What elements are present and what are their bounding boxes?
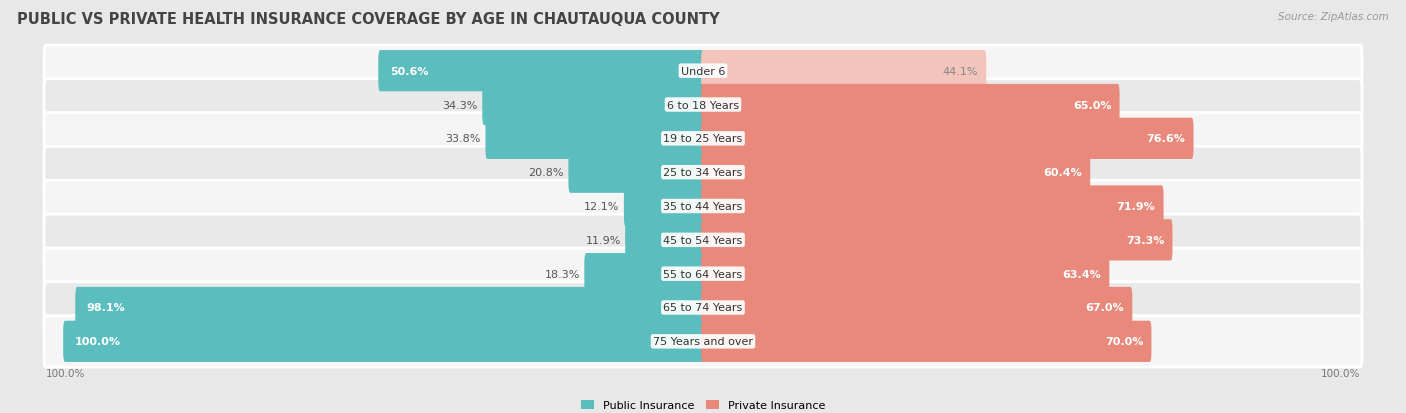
Text: 65.0%: 65.0% [1073,100,1111,110]
Text: 50.6%: 50.6% [389,66,429,76]
Text: 44.1%: 44.1% [942,66,979,76]
FancyBboxPatch shape [626,220,704,261]
Text: 63.4%: 63.4% [1063,269,1101,279]
Text: 100.0%: 100.0% [46,368,86,378]
Text: 11.9%: 11.9% [585,235,620,245]
FancyBboxPatch shape [76,287,704,328]
FancyBboxPatch shape [44,282,1362,333]
FancyBboxPatch shape [44,181,1362,232]
FancyBboxPatch shape [702,119,1194,159]
Text: 98.1%: 98.1% [87,303,125,313]
Text: 18.3%: 18.3% [544,269,579,279]
Text: 65 to 74 Years: 65 to 74 Years [664,303,742,313]
Text: 75 Years and over: 75 Years and over [652,337,754,347]
FancyBboxPatch shape [44,46,1362,97]
FancyBboxPatch shape [44,215,1362,266]
FancyBboxPatch shape [624,186,704,227]
Text: Under 6: Under 6 [681,66,725,76]
Text: 55 to 64 Years: 55 to 64 Years [664,269,742,279]
Text: 76.6%: 76.6% [1146,134,1185,144]
Text: 70.0%: 70.0% [1105,337,1143,347]
Text: 33.8%: 33.8% [446,134,481,144]
Legend: Public Insurance, Private Insurance: Public Insurance, Private Insurance [576,395,830,413]
FancyBboxPatch shape [702,321,1152,362]
Text: 45 to 54 Years: 45 to 54 Years [664,235,742,245]
Text: 71.9%: 71.9% [1116,202,1156,211]
Text: 12.1%: 12.1% [583,202,620,211]
FancyBboxPatch shape [378,51,704,92]
FancyBboxPatch shape [44,316,1362,367]
FancyBboxPatch shape [63,321,704,362]
Text: 67.0%: 67.0% [1085,303,1123,313]
Text: 60.4%: 60.4% [1043,168,1083,178]
Text: 100.0%: 100.0% [75,337,121,347]
Text: 25 to 34 Years: 25 to 34 Years [664,168,742,178]
FancyBboxPatch shape [568,152,704,193]
FancyBboxPatch shape [702,287,1132,328]
FancyBboxPatch shape [702,220,1173,261]
FancyBboxPatch shape [485,119,704,159]
FancyBboxPatch shape [702,186,1164,227]
Text: 6 to 18 Years: 6 to 18 Years [666,100,740,110]
FancyBboxPatch shape [44,113,1362,165]
FancyBboxPatch shape [44,248,1362,300]
FancyBboxPatch shape [44,80,1362,131]
Text: 34.3%: 34.3% [443,100,478,110]
Text: 73.3%: 73.3% [1126,235,1164,245]
FancyBboxPatch shape [585,254,704,294]
Text: Source: ZipAtlas.com: Source: ZipAtlas.com [1278,12,1389,22]
Text: 35 to 44 Years: 35 to 44 Years [664,202,742,211]
Text: PUBLIC VS PRIVATE HEALTH INSURANCE COVERAGE BY AGE IN CHAUTAUQUA COUNTY: PUBLIC VS PRIVATE HEALTH INSURANCE COVER… [17,12,720,27]
FancyBboxPatch shape [482,85,704,126]
FancyBboxPatch shape [702,254,1109,294]
Text: 19 to 25 Years: 19 to 25 Years [664,134,742,144]
Text: 100.0%: 100.0% [1320,368,1360,378]
FancyBboxPatch shape [702,152,1090,193]
FancyBboxPatch shape [44,147,1362,198]
FancyBboxPatch shape [702,85,1119,126]
Text: 20.8%: 20.8% [529,168,564,178]
FancyBboxPatch shape [702,51,986,92]
